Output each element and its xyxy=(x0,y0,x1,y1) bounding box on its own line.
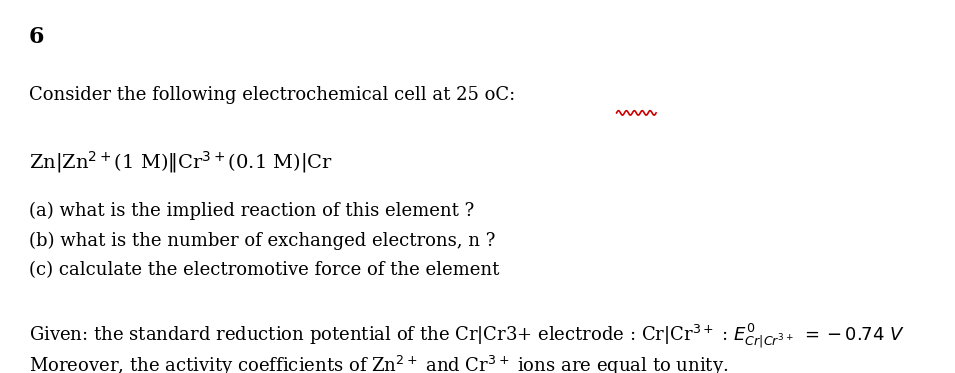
Text: Moreover, the activity coefficients of Zn$^{2+}$ and Cr$^{3+}$ ions are equal to: Moreover, the activity coefficients of Z… xyxy=(29,354,728,373)
Text: 6: 6 xyxy=(29,26,44,48)
Text: Zn$|$Zn$^{2+}$(1 M)$\|$Cr$^{3+}$(0.1 M)$|$Cr: Zn$|$Zn$^{2+}$(1 M)$\|$Cr$^{3+}$(0.1 M)$… xyxy=(29,149,332,175)
Text: (b) what is the number of exchanged electrons, n ?: (b) what is the number of exchanged elec… xyxy=(29,231,495,250)
Text: Given: the standard reduction potential of the Cr$|$Cr3+ electrode : Cr$|$Cr$^{3: Given: the standard reduction potential … xyxy=(29,321,904,350)
Text: Consider the following electrochemical cell at 25: Consider the following electrochemical c… xyxy=(0,372,1,373)
Text: Consider the following electrochemical cell at 25 oC:: Consider the following electrochemical c… xyxy=(0,372,1,373)
Text: Consider the following electrochemical cell at 25: Consider the following electrochemical c… xyxy=(0,372,1,373)
Text: Consider the following electrochemical cell at 25 oC:: Consider the following electrochemical c… xyxy=(29,86,515,104)
Text: (a) what is the implied reaction of this element ?: (a) what is the implied reaction of this… xyxy=(29,201,474,220)
Text: (c) calculate the electromotive force of the element: (c) calculate the electromotive force of… xyxy=(29,261,499,279)
